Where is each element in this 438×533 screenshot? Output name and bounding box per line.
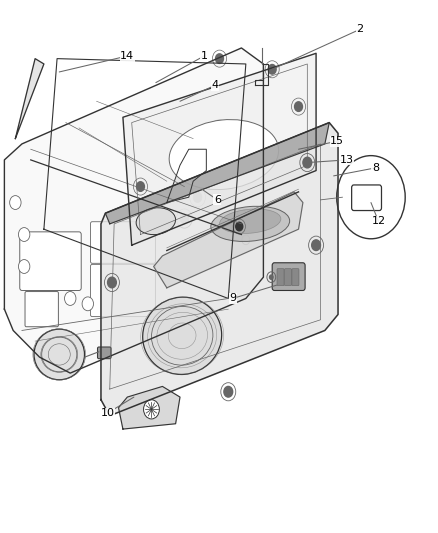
Text: 6: 6 xyxy=(213,195,220,205)
FancyBboxPatch shape xyxy=(291,269,298,286)
FancyBboxPatch shape xyxy=(90,264,155,317)
Polygon shape xyxy=(101,123,337,416)
Circle shape xyxy=(82,297,93,311)
Polygon shape xyxy=(123,53,315,245)
Text: 2: 2 xyxy=(356,25,363,34)
Ellipse shape xyxy=(219,209,280,233)
Text: 12: 12 xyxy=(371,216,385,226)
Circle shape xyxy=(107,277,116,288)
Circle shape xyxy=(294,102,302,111)
Polygon shape xyxy=(15,59,44,139)
Circle shape xyxy=(336,156,404,239)
Text: 15: 15 xyxy=(329,136,343,146)
Circle shape xyxy=(302,157,311,168)
Ellipse shape xyxy=(210,206,289,241)
FancyBboxPatch shape xyxy=(20,232,81,290)
Polygon shape xyxy=(4,48,263,373)
Circle shape xyxy=(215,54,223,63)
Circle shape xyxy=(311,240,320,251)
FancyBboxPatch shape xyxy=(284,269,291,286)
Text: 14: 14 xyxy=(120,51,134,61)
FancyBboxPatch shape xyxy=(90,222,155,263)
Circle shape xyxy=(18,260,30,273)
Circle shape xyxy=(193,192,201,203)
Circle shape xyxy=(10,196,21,209)
Text: 13: 13 xyxy=(339,155,353,165)
Text: 9: 9 xyxy=(229,294,236,303)
Ellipse shape xyxy=(142,297,221,375)
Circle shape xyxy=(268,64,276,74)
FancyBboxPatch shape xyxy=(272,263,304,290)
FancyBboxPatch shape xyxy=(351,185,381,211)
Circle shape xyxy=(143,400,159,419)
Text: 4: 4 xyxy=(211,80,218,90)
Ellipse shape xyxy=(136,208,175,235)
Polygon shape xyxy=(118,386,180,429)
Circle shape xyxy=(235,222,242,231)
FancyBboxPatch shape xyxy=(276,269,283,286)
Text: 1: 1 xyxy=(200,51,207,61)
Polygon shape xyxy=(153,192,302,288)
Ellipse shape xyxy=(34,329,84,379)
Ellipse shape xyxy=(169,119,278,190)
Polygon shape xyxy=(166,149,206,203)
Text: 8: 8 xyxy=(371,163,378,173)
FancyBboxPatch shape xyxy=(97,347,111,359)
Circle shape xyxy=(269,275,272,279)
FancyBboxPatch shape xyxy=(25,292,58,327)
Text: 10: 10 xyxy=(100,408,114,418)
Circle shape xyxy=(223,386,232,397)
Circle shape xyxy=(180,213,188,224)
Polygon shape xyxy=(105,123,328,224)
Circle shape xyxy=(136,182,144,191)
Circle shape xyxy=(64,292,76,305)
Circle shape xyxy=(18,228,30,241)
